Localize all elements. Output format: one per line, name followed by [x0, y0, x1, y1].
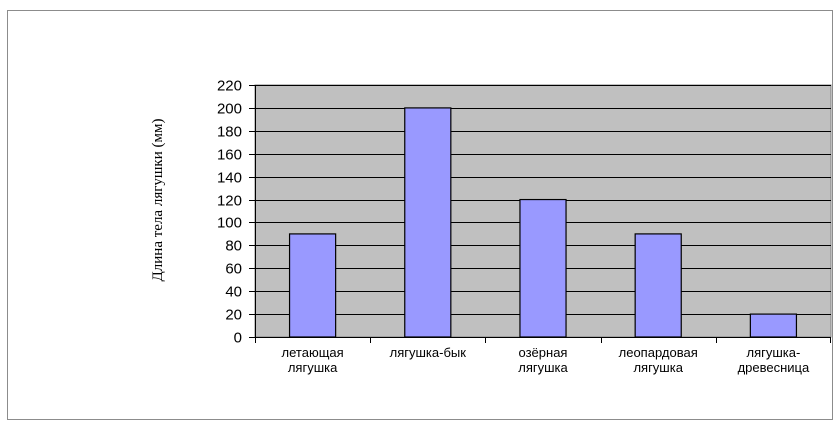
- y-tick-label: 160: [217, 147, 242, 164]
- x-tick-label: лягушка: [288, 360, 338, 375]
- y-tick-label: 60: [225, 261, 242, 278]
- bar: [404, 107, 452, 338]
- x-tick-label: озёрная: [519, 345, 568, 360]
- y-tick-label: 80: [225, 238, 242, 255]
- labels: 020406080100120140160180200220летающаяля…: [217, 78, 810, 376]
- bar: [749, 313, 798, 338]
- y-tick-label: 140: [217, 170, 242, 187]
- y-tick-label: 180: [217, 124, 242, 141]
- bars: [288, 107, 798, 338]
- x-tick-label: леопардовая: [619, 345, 698, 360]
- x-tick-label: лягушка: [633, 360, 683, 375]
- x-tick-label: лягушка-бык: [390, 345, 467, 360]
- y-tick-label: 120: [217, 193, 242, 210]
- x-tick-label: летающая: [282, 345, 344, 360]
- bar: [288, 233, 337, 338]
- y-tick-label: 220: [217, 78, 242, 95]
- y-tick-label: 200: [217, 101, 242, 118]
- x-tick-label: древесница: [738, 360, 810, 375]
- y-tick-label: 0: [234, 330, 242, 347]
- y-tick-label: 40: [225, 284, 242, 301]
- y-tick-label: 100: [217, 215, 242, 232]
- bar: [519, 198, 567, 338]
- bar: [634, 233, 682, 338]
- x-tick-label: лягушка-: [746, 345, 800, 360]
- y-axis-label: Длина тела лягушки (мм): [150, 119, 166, 282]
- x-tick-label: лягушка: [518, 360, 568, 375]
- y-tick-label: 20: [225, 307, 242, 324]
